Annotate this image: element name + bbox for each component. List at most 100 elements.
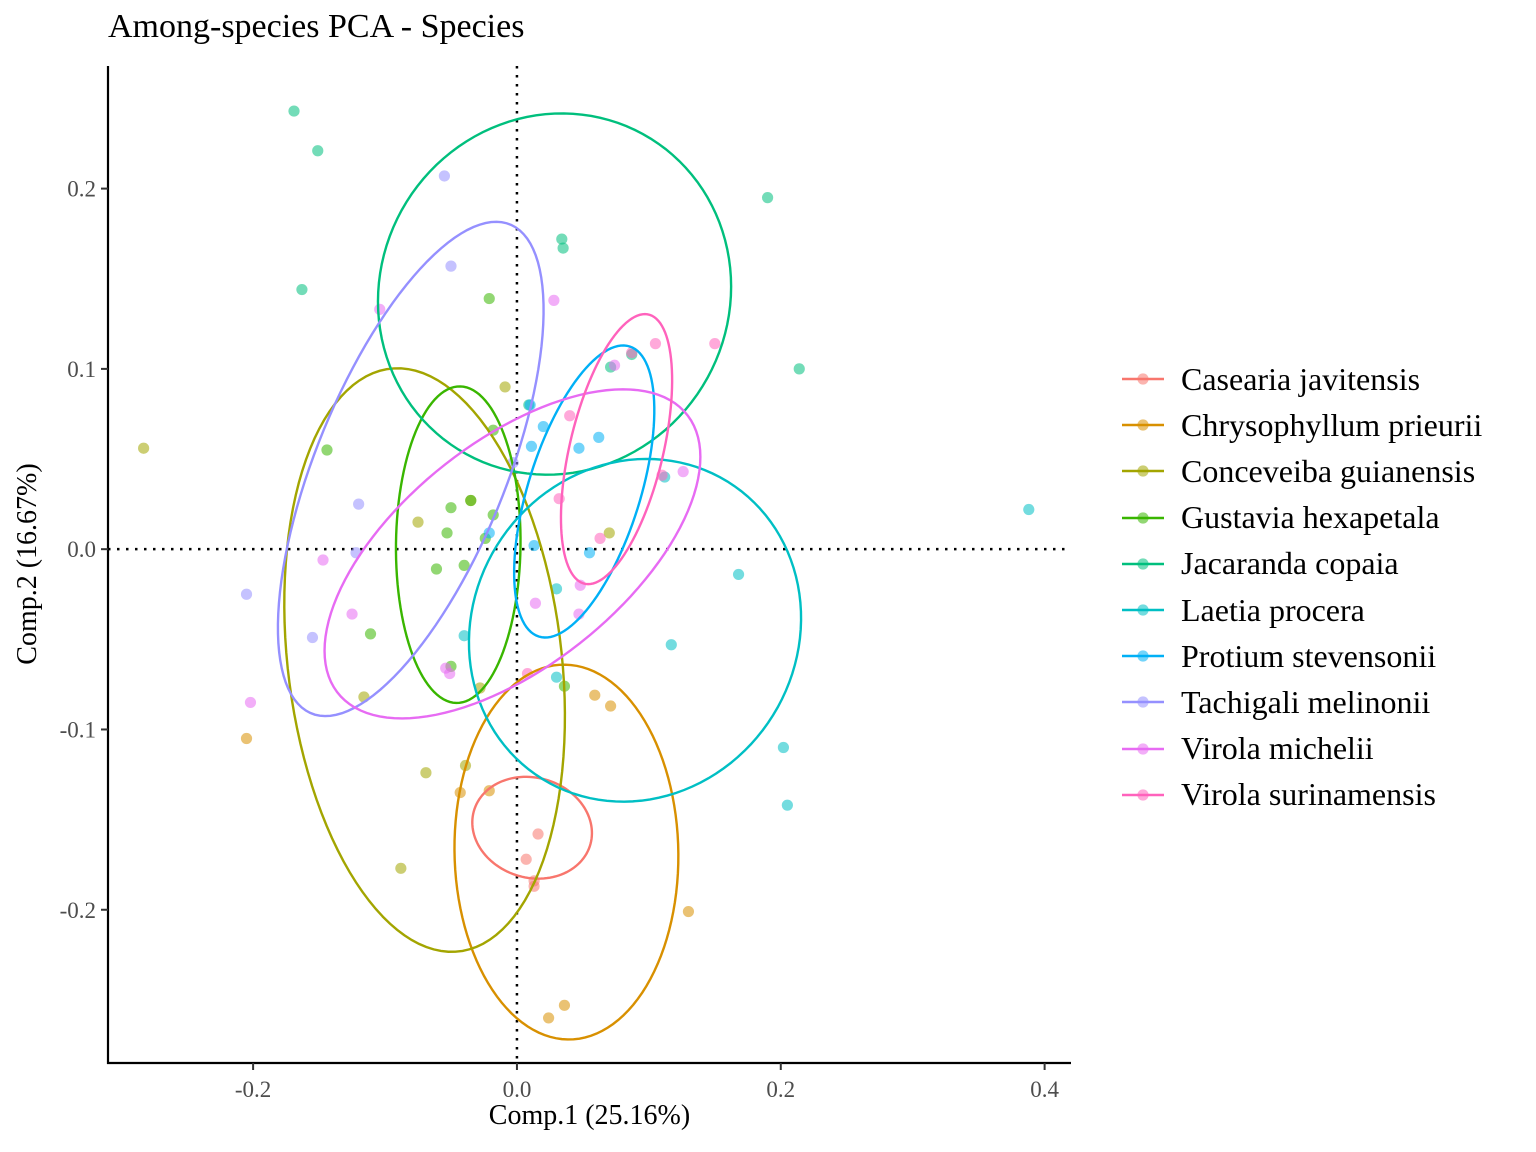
- data-point-gustavia-hexapetala: [364, 628, 377, 640]
- legend-label: Chrysophyllum prieurii: [1181, 406, 1483, 443]
- data-point-laetia-procera: [550, 583, 563, 595]
- legend-key: [1122, 558, 1164, 570]
- legend-item: Chrysophyllum prieurii: [1118, 402, 1482, 448]
- data-point-laetia-procera: [458, 630, 470, 642]
- data-point-virola-michelii: [677, 466, 689, 478]
- y-tick-label: 0.1: [67, 357, 96, 382]
- ellipse-jacaranda-copaia: [376, 112, 733, 476]
- data-point-jacaranda-copaia: [557, 242, 569, 254]
- x-tick-label: 0.0: [503, 1077, 532, 1102]
- y-tick-label: -0.2: [60, 898, 96, 923]
- data-point-chrysophyllum-prieurii: [682, 905, 695, 918]
- x-axis-label: Comp.1 (25.16%): [488, 1100, 691, 1131]
- data-point-tachigali-melinonii: [353, 498, 365, 510]
- data-point-jacaranda-copaia: [556, 233, 568, 245]
- y-tick-label: 0.0: [67, 537, 96, 562]
- legend-key: [1122, 742, 1164, 755]
- legend: Casearia javitensis Chrysophyllum prieuri…: [1118, 356, 1482, 818]
- legend-item: Conceveiba guianensis: [1118, 448, 1482, 494]
- legend-item: Laetia procera: [1118, 587, 1482, 633]
- ellipse-virola-michelii: [323, 388, 702, 720]
- data-point-virola-michelii: [374, 303, 386, 315]
- data-point-jacaranda-copaia: [296, 283, 308, 296]
- data-point-virola-surinamensis: [709, 338, 721, 350]
- legend-label: Virola surinamensis: [1181, 776, 1436, 813]
- ellipse-protium-stevensonii: [512, 344, 656, 639]
- ellipse-virola-surinamensis: [559, 312, 674, 586]
- data-point-conceveiba-guianensis: [499, 381, 511, 393]
- data-point-laetia-procera: [550, 671, 563, 683]
- data-point-laetia-procera: [1023, 503, 1035, 516]
- data-point-protium-stevensonii: [528, 539, 540, 552]
- legend-label: Virola michelii: [1181, 730, 1374, 767]
- data-point-gustavia-hexapetala: [441, 527, 453, 539]
- ellipse-gustavia-hexapetala: [394, 385, 522, 705]
- data-point-jacaranda-copaia: [288, 105, 300, 117]
- data-point-gustavia-hexapetala: [445, 502, 457, 514]
- legend-label: Casearia javitensis: [1181, 360, 1421, 397]
- legend-key-point: [1137, 789, 1149, 801]
- legend-item: Virola surinamensis: [1118, 772, 1482, 818]
- legend-key-point: [1137, 742, 1149, 755]
- legend-key-point: [1137, 558, 1149, 570]
- data-point-chrysophyllum-prieurii: [558, 999, 571, 1011]
- legend-label: Jacaranda copaia: [1181, 545, 1399, 582]
- data-point-virola-michelii: [608, 359, 621, 371]
- ellipse-chrysophyllum-prieurii: [453, 663, 680, 1041]
- ellipse-tachigali-melinonii: [276, 220, 545, 718]
- data-point-tachigali-melinonii: [445, 260, 457, 272]
- legend-label: Protium stevensonii: [1181, 637, 1437, 674]
- data-point-conceveiba-guianensis: [138, 442, 150, 454]
- data-point-virola-michelii: [346, 608, 358, 620]
- data-point-chrysophyllum-prieurii: [605, 700, 617, 712]
- legend-item: Tachigali melinonii: [1118, 679, 1482, 725]
- data-point-conceveiba-guianensis: [412, 516, 424, 528]
- y-axis-label: Comp.2 (16.67%): [12, 463, 43, 665]
- data-point-laetia-procera: [665, 639, 677, 651]
- legend-key: [1122, 373, 1164, 385]
- y-tick-label: 0.2: [67, 177, 96, 202]
- ellipse-conceveiba-guianensis: [283, 367, 567, 953]
- data-point-virola-michelii: [548, 294, 560, 306]
- data-point-jacaranda-copaia: [793, 363, 805, 375]
- legend-key-point: [1137, 604, 1149, 616]
- data-point-protium-stevensonii: [593, 431, 605, 443]
- data-point-conceveiba-guianensis: [603, 527, 615, 539]
- data-point-chrysophyllum-prieurii: [543, 1012, 555, 1024]
- legend-item: Gustavia hexapetala: [1118, 495, 1482, 541]
- data-point-chrysophyllum-prieurii: [240, 732, 253, 745]
- data-point-protium-stevensonii: [537, 420, 549, 433]
- data-point-laetia-procera: [777, 741, 790, 754]
- legend-label: Conceveiba guianensis: [1181, 452, 1476, 489]
- data-point-virola-surinamensis: [564, 410, 576, 422]
- legend-key-point: [1137, 650, 1149, 662]
- chart-title: Among-species PCA - Species: [108, 8, 525, 45]
- data-point-conceveiba-guianensis: [395, 862, 407, 874]
- legend-key-point: [1137, 512, 1149, 524]
- legend-key-point: [1137, 465, 1149, 478]
- legend-key: [1122, 512, 1164, 524]
- ellipse-casearia-javitensis: [471, 775, 594, 880]
- legend-key: [1122, 789, 1164, 801]
- data-point-tachigali-melinonii: [306, 631, 319, 644]
- data-point-tachigali-melinonii: [240, 588, 253, 600]
- legend-item: Jacaranda copaia: [1118, 541, 1482, 587]
- data-point-casearia-javitensis: [520, 853, 532, 865]
- data-point-laetia-procera: [781, 799, 793, 811]
- legend-key-point: [1137, 373, 1149, 385]
- legend-key: [1122, 465, 1164, 478]
- data-point-gustavia-hexapetala: [458, 559, 470, 572]
- data-point-conceveiba-guianensis: [474, 682, 486, 694]
- legend-key-point: [1137, 696, 1149, 709]
- data-point-laetia-procera: [732, 568, 745, 581]
- data-point-jacaranda-copaia: [761, 192, 774, 204]
- legend-item: Protium stevensonii: [1118, 633, 1482, 679]
- data-point-tachigali-melinonii: [438, 170, 450, 182]
- data-point-gustavia-hexapetala: [321, 444, 333, 456]
- x-tick-label: -0.2: [235, 1077, 271, 1102]
- y-tick-label: -0.1: [60, 717, 96, 742]
- data-point-gustavia-hexapetala: [430, 563, 443, 575]
- data-point-jacaranda-copaia: [312, 145, 324, 157]
